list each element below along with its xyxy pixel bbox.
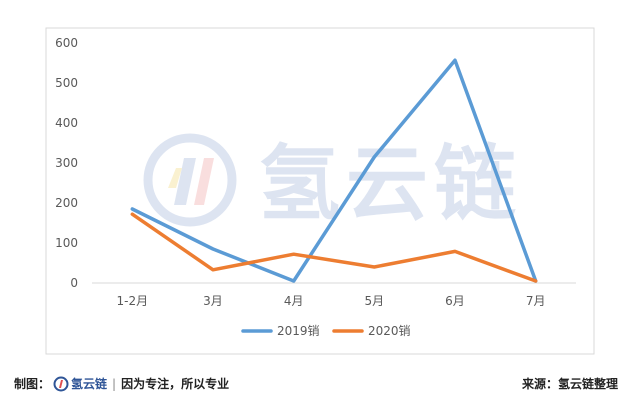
legend: 2019销 2020销 <box>241 324 411 338</box>
series-line-2 <box>130 212 538 283</box>
x-tick-label: 3月 <box>203 294 223 308</box>
legend-label: 2020销 <box>368 324 411 338</box>
hydrogen-chain-small-icon <box>53 376 69 392</box>
y-tick-label: 200 <box>55 196 78 210</box>
x-tick-label: 6月 <box>445 294 465 308</box>
watermark: 氢云链 <box>143 133 522 232</box>
x-tick-label: 5月 <box>365 294 385 308</box>
x-tick-label: 7月 <box>526 294 546 308</box>
y-tick-label: 100 <box>55 236 78 250</box>
series-group <box>130 58 538 283</box>
y-tick-label: 300 <box>55 156 78 170</box>
watermark-text: 氢云链 <box>258 137 522 232</box>
x-axis: 1-2月 3月 4月 5月 6月 7月 <box>117 294 546 308</box>
y-tick-label: 0 <box>70 276 78 290</box>
x-tick-label: 4月 <box>284 294 304 308</box>
footer-logo-text: 氢云链 <box>71 377 108 391</box>
hydrogen-chain-logo-icon <box>143 133 237 227</box>
y-axis: 0 100 200 300 400 500 600 <box>55 36 78 290</box>
footer-slogan: 因为专注，所以专业 <box>121 377 230 391</box>
footer-credit: 制图： 氢云链 | 因为专注，所以专业 <box>14 372 229 396</box>
footer-separator: | <box>112 377 117 391</box>
series-line-1 <box>130 58 538 283</box>
legend-label: 2019销 <box>277 324 320 338</box>
footer-source: 来源：氢云链整理 <box>521 377 618 391</box>
y-tick-label: 600 <box>55 36 78 50</box>
y-tick-label: 500 <box>55 76 78 90</box>
y-tick-label: 400 <box>55 116 78 130</box>
x-tick-label: 1-2月 <box>117 294 149 308</box>
made-by-label: 制图： <box>14 377 51 391</box>
footer-logo: 氢云链 <box>53 372 107 396</box>
